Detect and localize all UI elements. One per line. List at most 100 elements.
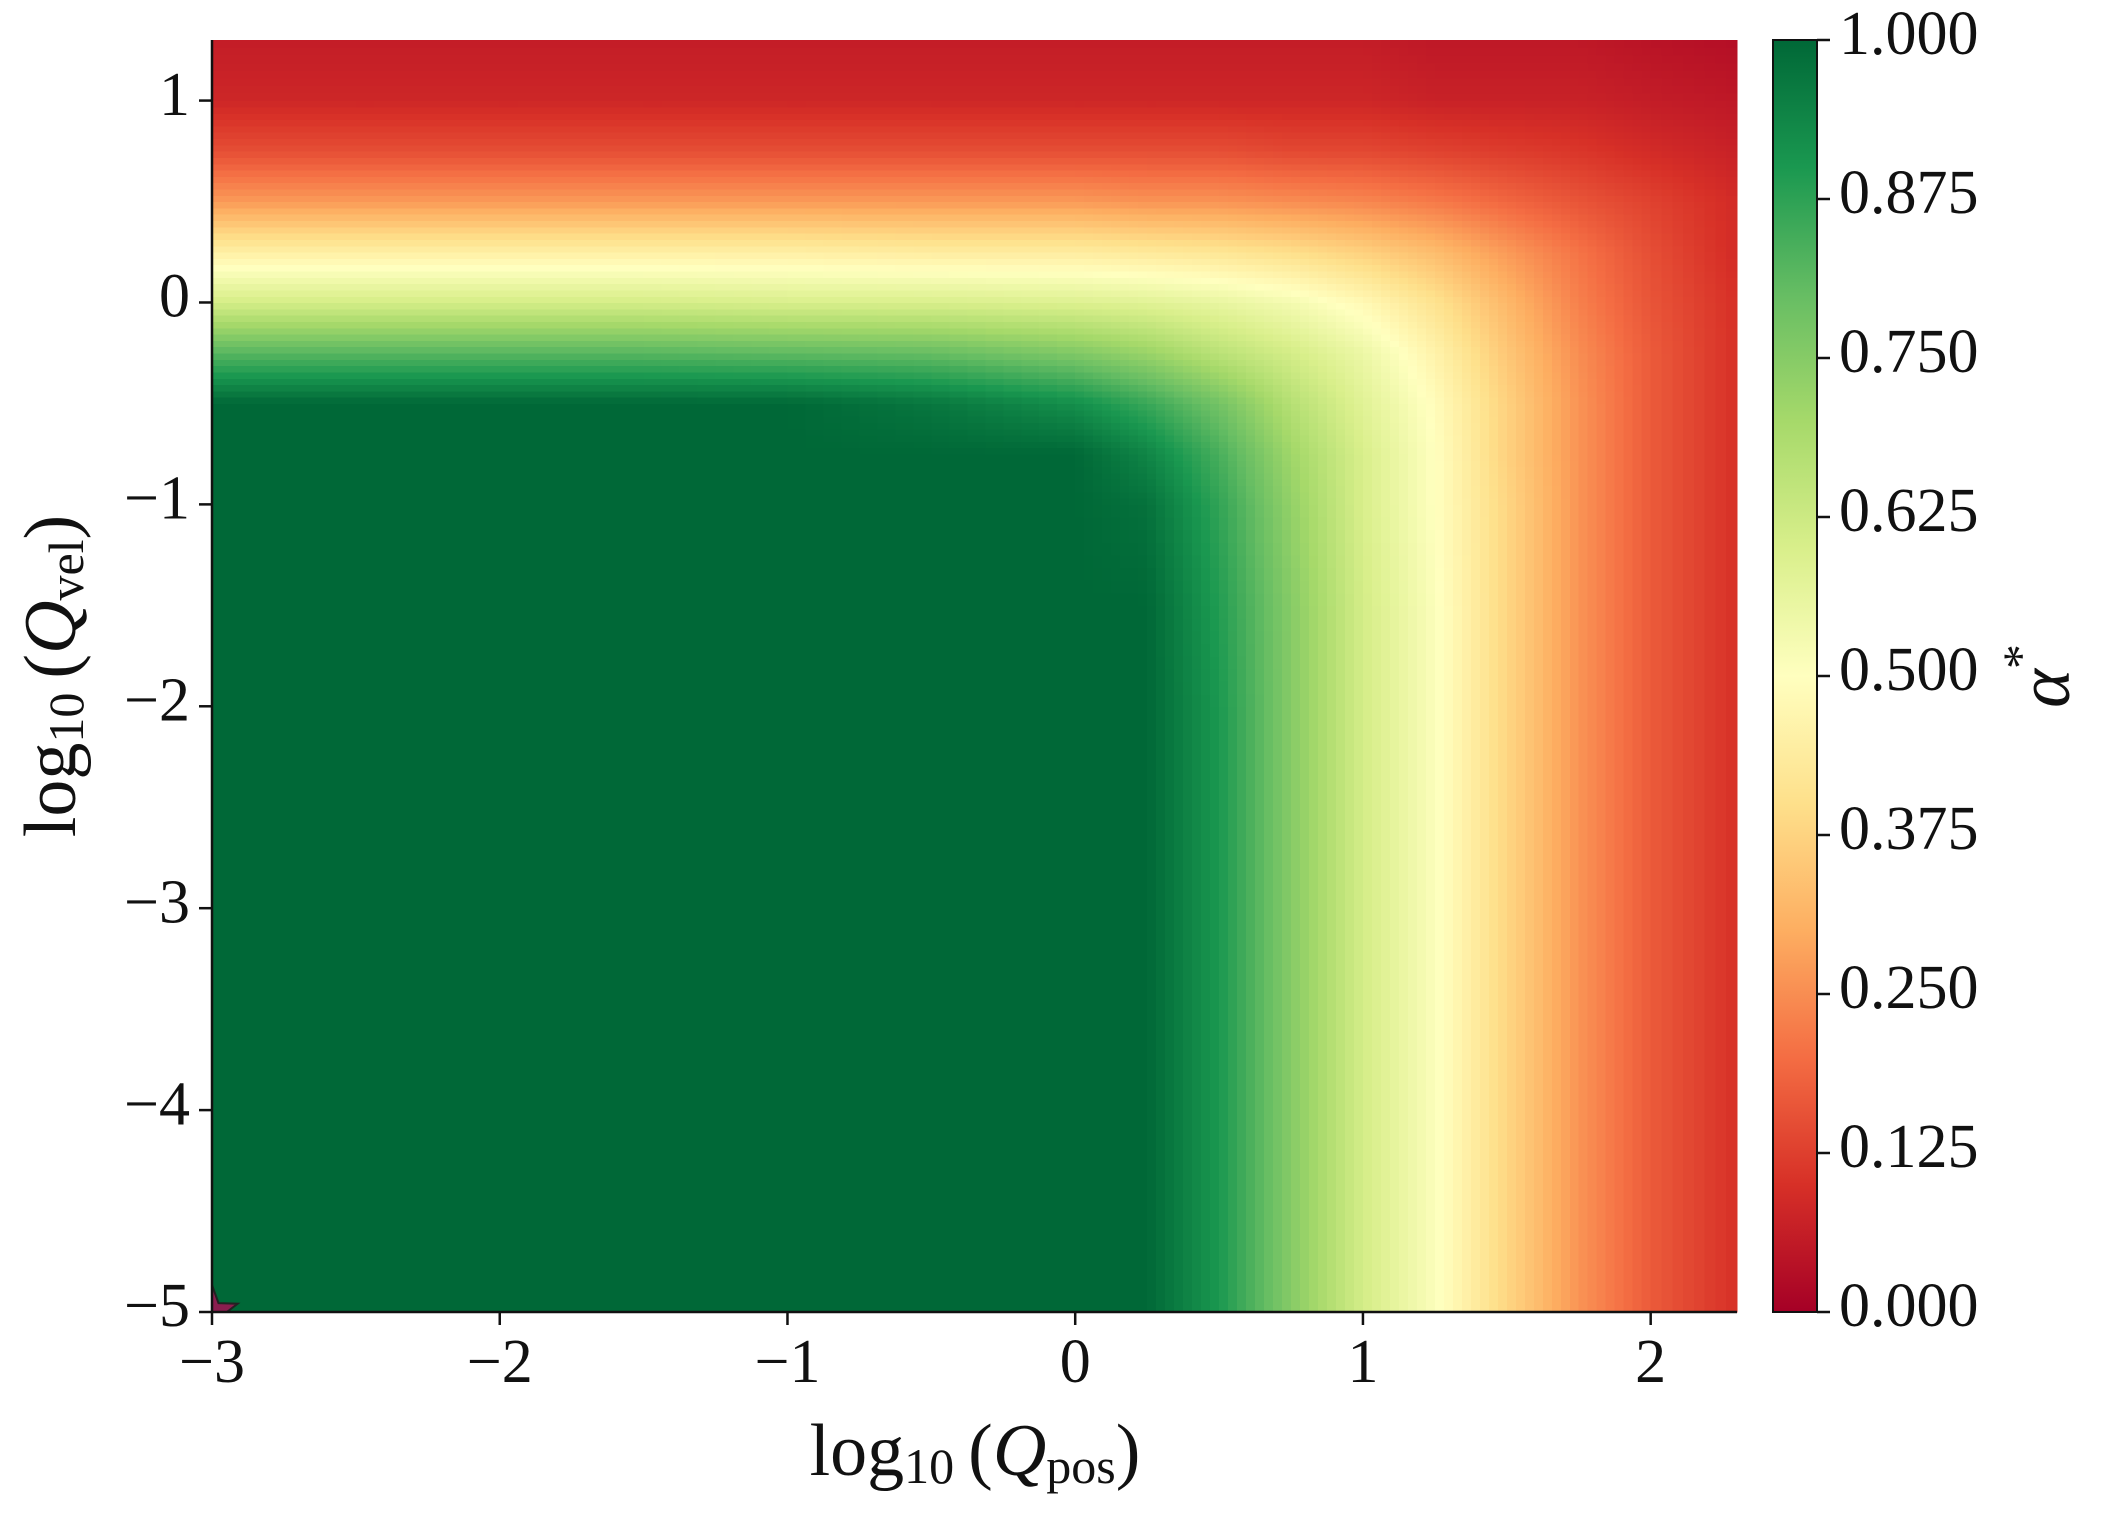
- contour-cell: [409, 832, 429, 859]
- contour-cell: [1237, 807, 1247, 834]
- contour-cell: [1093, 958, 1103, 985]
- contour-cell: [1407, 1185, 1418, 1212]
- contour-cell: [1084, 1110, 1094, 1136]
- contour-cell: [1407, 668, 1418, 682]
- contour-cell: [1246, 1009, 1256, 1035]
- contour-cell: [1174, 681, 1184, 695]
- contour-cell: [697, 617, 717, 632]
- contour-cell: [1416, 529, 1427, 543]
- contour-cell: [1560, 1135, 1571, 1162]
- contour-cell: [1264, 592, 1274, 606]
- contour-cell: [1273, 693, 1283, 707]
- contour-cell: [1715, 1009, 1727, 1035]
- contour-cell: [823, 554, 843, 569]
- contour-cell: [319, 630, 339, 644]
- contour-cell: [1147, 1286, 1157, 1313]
- contour-cell: [1147, 1160, 1157, 1187]
- contour-cell: [589, 1185, 609, 1212]
- contour-cell: [751, 1286, 771, 1313]
- contour-cell: [1201, 807, 1211, 834]
- contour-cell: [589, 832, 609, 859]
- contour-cell: [535, 731, 555, 758]
- contour-cell: [1715, 731, 1727, 758]
- contour-cell: [1605, 908, 1616, 935]
- contour-cell: [1587, 1236, 1598, 1263]
- contour-cell: [1443, 1059, 1454, 1086]
- contour-cell: [1452, 1185, 1463, 1212]
- contour-cell: [1102, 643, 1112, 657]
- contour-cell: [1578, 592, 1589, 606]
- contour-cell: [1398, 1185, 1409, 1212]
- contour-cell: [481, 832, 501, 859]
- contour-cell: [1416, 681, 1427, 695]
- contour-cell: [1174, 983, 1184, 1010]
- contour-cell: [1219, 1009, 1229, 1035]
- contour-cell: [571, 479, 591, 487]
- contour-cell: [913, 933, 932, 960]
- contour-cell: [445, 472, 465, 480]
- contour-cell: [1704, 1059, 1717, 1086]
- contour-cell: [697, 1135, 717, 1162]
- contour-cell: [1147, 1185, 1157, 1212]
- contour-cell: [1003, 807, 1022, 834]
- contour-cell: [553, 1034, 573, 1061]
- contour-cell: [1075, 857, 1085, 884]
- contour-cell: [715, 1286, 735, 1313]
- contour-cell: [1661, 782, 1673, 808]
- contour-cell: [1228, 643, 1238, 657]
- contour-cell: [553, 668, 573, 682]
- contour-cell: [427, 529, 447, 543]
- contour-cell: [607, 453, 627, 461]
- contour-cell: [1210, 908, 1220, 935]
- contour-cell: [1524, 933, 1535, 960]
- contour-cell: [427, 504, 447, 518]
- contour-cell: [445, 655, 465, 670]
- contour-cell: [1641, 1135, 1652, 1162]
- contour-cell: [1120, 504, 1130, 518]
- contour-cell: [607, 485, 627, 493]
- contour-cell: [571, 857, 591, 884]
- contour-cell: [535, 706, 555, 733]
- contour-cell: [805, 1084, 825, 1111]
- contour-cell: [499, 630, 519, 644]
- contour-cell: [1389, 504, 1400, 518]
- contour-cell: [1506, 706, 1517, 733]
- contour-cell: [1192, 542, 1202, 556]
- contour-cell: [517, 668, 537, 682]
- contour-cell: [1380, 580, 1391, 594]
- contour-cell: [733, 617, 753, 632]
- contour-cell: [571, 782, 591, 808]
- contour-cell: [535, 498, 555, 505]
- contour-cell: [1623, 529, 1634, 543]
- contour-cell: [589, 908, 609, 935]
- contour-cell: [1371, 655, 1382, 670]
- contour-cell: [1416, 517, 1427, 531]
- contour-cell: [1587, 1059, 1598, 1086]
- contour-cell: [1542, 1236, 1553, 1263]
- contour-cell: [1255, 1084, 1265, 1111]
- contour-cell: [247, 554, 267, 569]
- contour-cell: [1715, 908, 1727, 935]
- contour-cell: [1524, 1185, 1535, 1212]
- contour-cell: [391, 498, 411, 505]
- contour-cell: [571, 882, 591, 909]
- contour-cell: [1587, 681, 1598, 695]
- contour-cell: [1021, 504, 1040, 518]
- contour-cell: [1461, 1059, 1472, 1086]
- contour-cell: [1075, 617, 1085, 632]
- contour-cell: [769, 630, 789, 644]
- contour-cell: [1111, 542, 1121, 556]
- contour-cell: [1641, 1110, 1652, 1136]
- contour-cell: [571, 933, 591, 960]
- contour-cell: [571, 983, 591, 1010]
- contour-cell: [1672, 668, 1684, 682]
- contour-cell: [517, 1009, 537, 1035]
- contour-cell: [661, 933, 681, 960]
- contour-cell: [625, 983, 645, 1010]
- contour-cell: [1596, 1059, 1607, 1086]
- contour-cell: [499, 542, 519, 556]
- contour-cell: [1326, 1009, 1337, 1035]
- contour-cell: [1542, 1261, 1553, 1288]
- contour-cell: [1147, 983, 1157, 1010]
- contour-cell: [607, 832, 627, 859]
